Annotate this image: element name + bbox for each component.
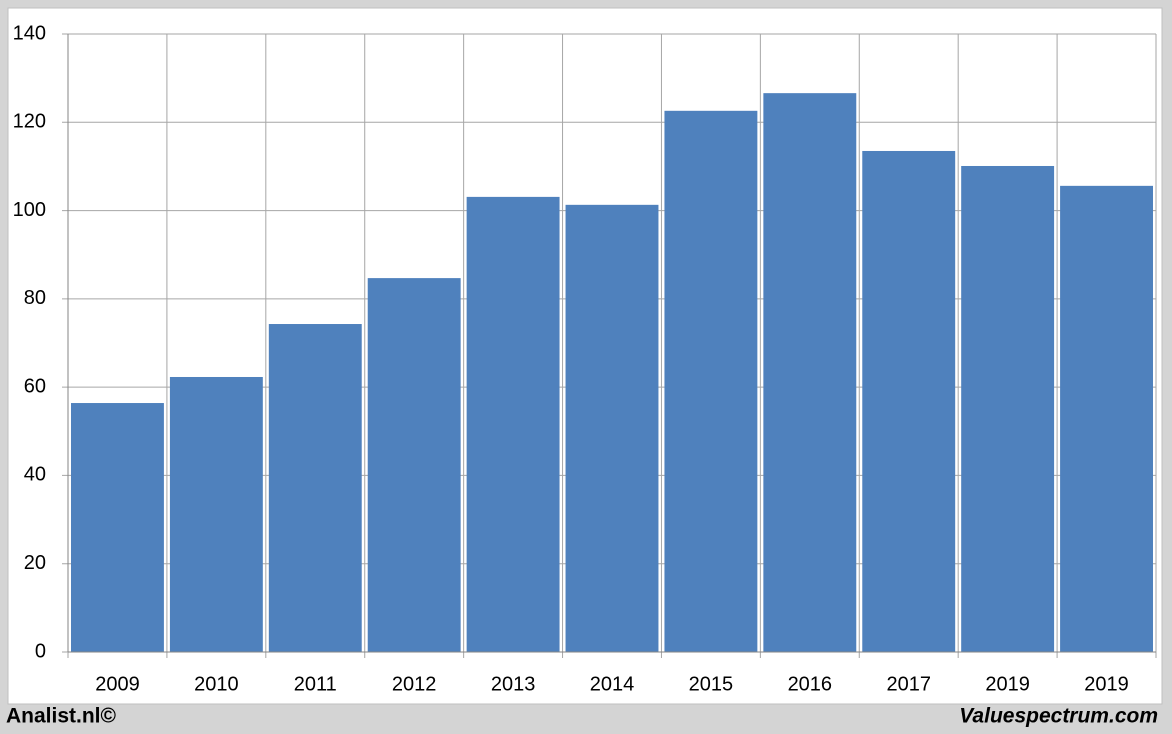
x-tick-label: 2016 bbox=[788, 673, 833, 695]
x-tick-label: 2012 bbox=[392, 673, 437, 695]
bar bbox=[466, 196, 560, 652]
x-tick-label: 2017 bbox=[886, 673, 931, 695]
bar bbox=[961, 165, 1055, 653]
x-tick-label: 2019 bbox=[1084, 673, 1129, 695]
y-tick-label: 20 bbox=[24, 552, 46, 574]
footer-left: Analist.nl© bbox=[6, 705, 117, 728]
x-tick-label: 2010 bbox=[194, 673, 239, 695]
x-tick-label: 2014 bbox=[590, 673, 635, 695]
x-tick-label: 2013 bbox=[491, 673, 536, 695]
bar bbox=[1060, 185, 1153, 652]
bar bbox=[862, 150, 956, 652]
y-tick-label: 140 bbox=[13, 22, 46, 44]
y-tick-label: 0 bbox=[35, 640, 46, 662]
bar bbox=[565, 204, 659, 652]
y-tick-label: 60 bbox=[24, 375, 46, 397]
footer-right: Valuespectrum.com bbox=[959, 705, 1158, 728]
y-tick-label: 100 bbox=[13, 199, 46, 221]
bar bbox=[71, 403, 164, 652]
y-tick-label: 40 bbox=[24, 464, 46, 486]
bar bbox=[367, 278, 461, 652]
bar bbox=[763, 93, 857, 652]
bar bbox=[268, 324, 362, 652]
x-tick-label: 2011 bbox=[294, 673, 337, 695]
x-tick-label: 2015 bbox=[689, 673, 734, 695]
y-tick-label: 80 bbox=[24, 287, 46, 309]
x-tick-label: 2019 bbox=[985, 673, 1030, 695]
bar bbox=[169, 376, 263, 652]
x-tick-label: 2009 bbox=[95, 673, 140, 695]
bar bbox=[664, 110, 758, 652]
y-tick-label: 120 bbox=[13, 111, 46, 133]
